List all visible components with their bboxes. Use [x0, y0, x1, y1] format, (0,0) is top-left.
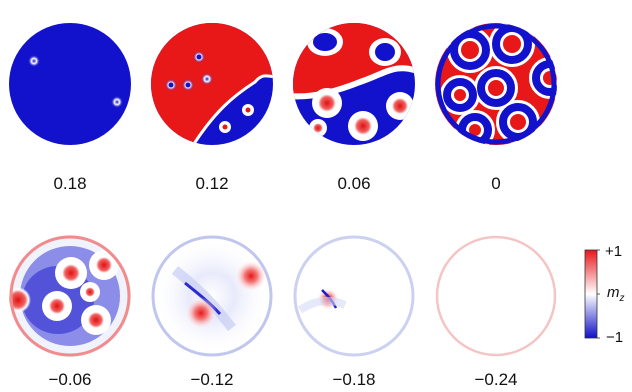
panel-2-disk: [151, 23, 273, 145]
panel-6-label: −0.12: [190, 370, 234, 389]
panel-1-label: 0.18: [53, 174, 87, 193]
panel-3-disk: [293, 23, 415, 145]
panel-8-disk: [435, 235, 557, 357]
colorbar-min-label: −1: [606, 329, 624, 346]
colorbar: [584, 249, 600, 339]
panel-7-disk: [293, 235, 415, 357]
panel-4-disk: [435, 23, 557, 145]
panel-5-label: −0.06: [48, 370, 92, 389]
panel-3-label: 0.06: [337, 174, 371, 193]
colorbar-quantity-subscript: z: [619, 293, 625, 304]
colorbar-quantity-symbol: m: [607, 284, 620, 301]
panel-5-disk: [9, 235, 131, 357]
panel-8-label: −0.24: [474, 370, 518, 389]
colorbar-max-label: +1: [605, 243, 623, 260]
colorbar-quantity-label: mz: [607, 284, 625, 308]
panel-6-disk: [151, 235, 273, 357]
panel-4-label: 0: [491, 174, 501, 193]
panel-1-disk: [9, 23, 131, 145]
panel-2-label: 0.12: [195, 174, 229, 193]
panel-7-label: −0.18: [332, 370, 376, 389]
